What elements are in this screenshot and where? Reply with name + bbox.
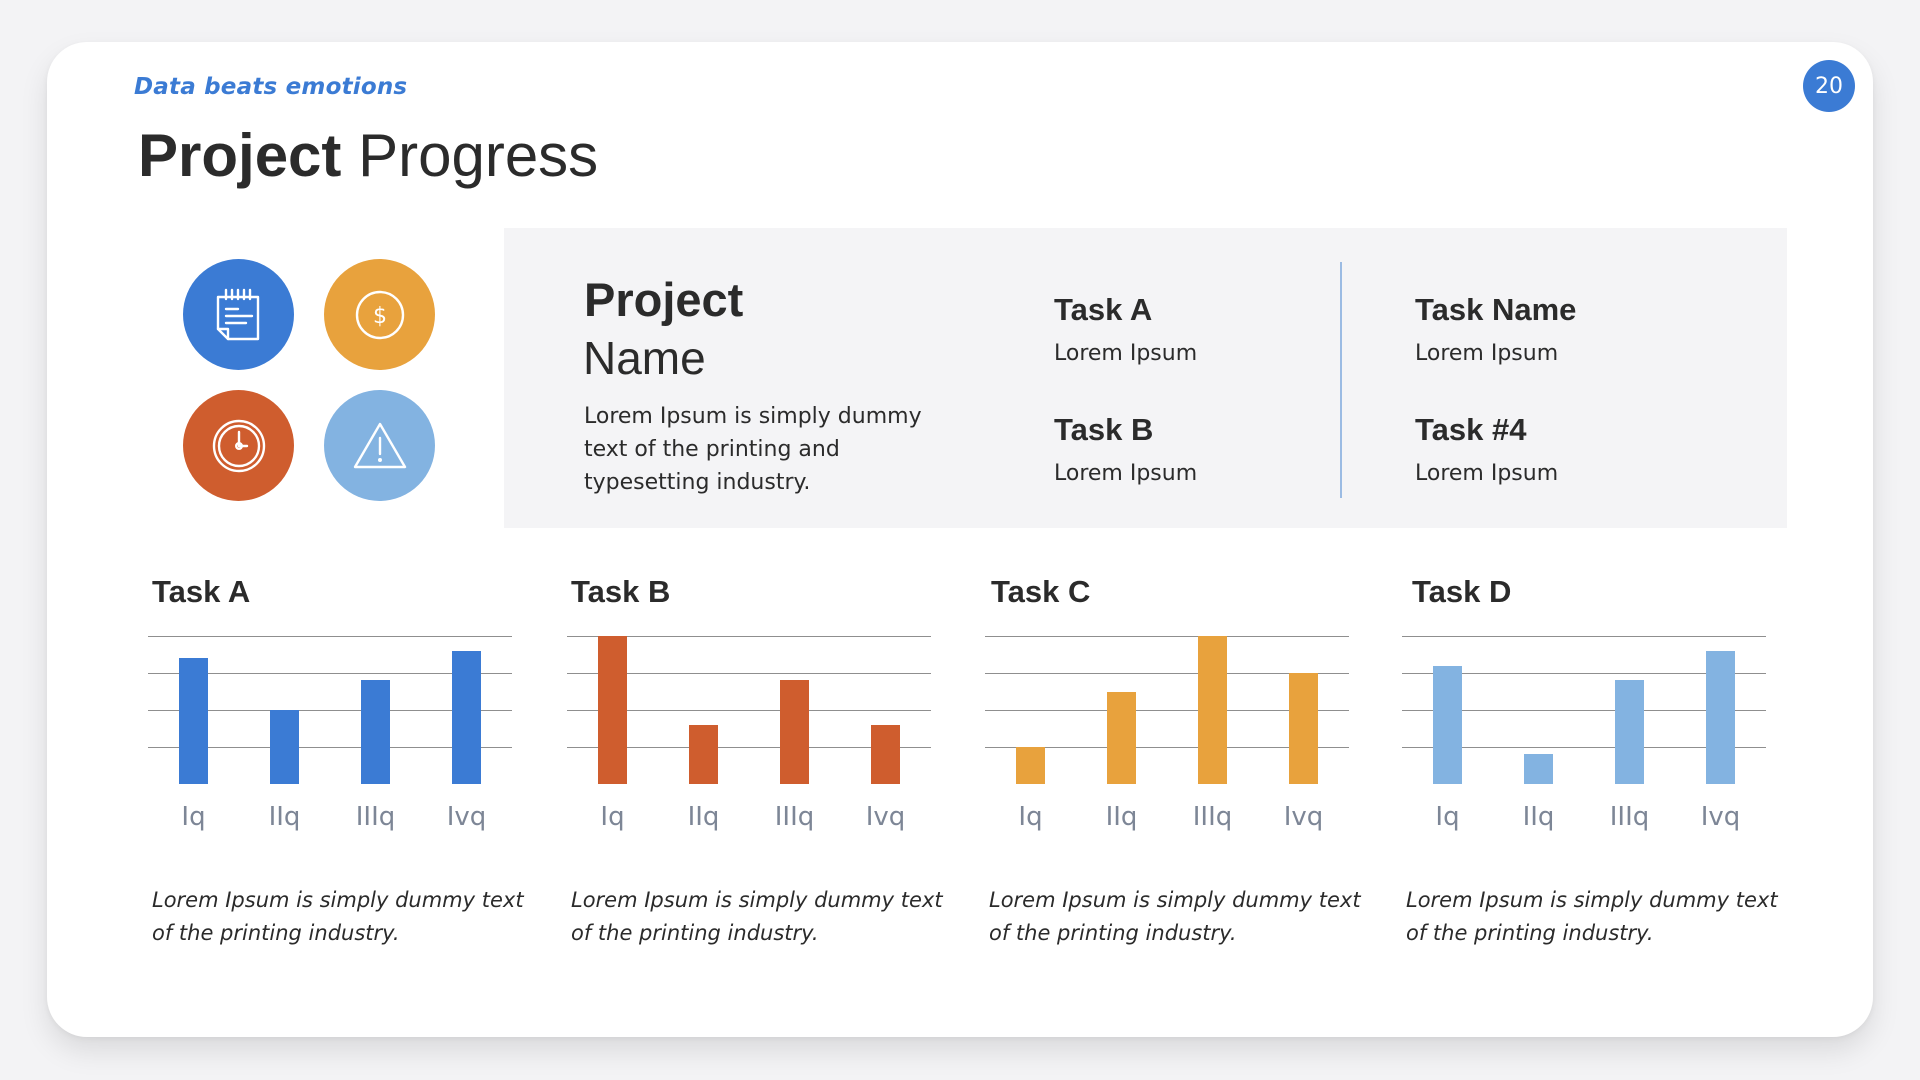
bar-chart-task-b: Task B Lorem Ipsum is simply dummy text … <box>567 574 943 956</box>
chart-x-label: Ivq <box>1700 802 1741 832</box>
chart-gridline <box>567 747 931 748</box>
dollar-coin-icon-circle: $ <box>324 259 435 370</box>
chart-bar <box>361 680 390 784</box>
chart-caption: Lorem Ipsum is simply dummy text of the … <box>571 888 943 945</box>
chart-bar <box>1289 673 1318 784</box>
chart-bar <box>1198 636 1227 784</box>
task-summary-value: Lorem Ipsum <box>1054 341 1198 366</box>
chart-gridline <box>985 710 1349 711</box>
chart-gridline <box>148 747 512 748</box>
task-summary-name: Task #4 <box>1415 412 1527 447</box>
chart-gridline <box>148 710 512 711</box>
task-summary-value: Lorem Ipsum <box>1415 461 1559 486</box>
chart-gridline <box>1402 673 1766 674</box>
slide-card <box>47 42 1873 1037</box>
chart-bar <box>598 636 627 784</box>
chart-x-label: IIq <box>687 802 720 832</box>
warning-icon-circle <box>324 390 435 501</box>
chart-gridline <box>148 673 512 674</box>
chart-gridline <box>1402 747 1766 748</box>
chart-bar <box>1016 747 1045 784</box>
task-summary-item: Task Name Lorem Ipsum <box>1415 294 1576 365</box>
chart-gridline <box>985 673 1349 674</box>
chart-x-label: IIq <box>1105 802 1138 832</box>
project-title-bold: Project <box>584 273 744 326</box>
project-description: Lorem Ipsum is simply dummy text of the … <box>584 404 922 495</box>
chart-plot-area <box>567 636 931 784</box>
chart-bar <box>871 724 900 784</box>
task-summary-item: Task A Lorem Ipsum <box>1054 294 1197 365</box>
chart-bar <box>452 650 481 784</box>
page-title: Project Progress <box>138 126 598 186</box>
notepad-icon <box>216 288 259 340</box>
panel-divider <box>1340 262 1342 498</box>
task-summary-name: Task A <box>1054 292 1153 327</box>
project-info-panel <box>504 228 1787 528</box>
chart-bar <box>1615 680 1644 784</box>
chart-bar <box>1524 754 1553 784</box>
chart-x-label: Ivq <box>1283 802 1324 832</box>
chart-plot-area <box>1402 636 1766 784</box>
chart-x-label: IIq <box>268 802 301 832</box>
page-title-bold: Project <box>138 122 342 189</box>
chart-bar <box>1706 650 1735 784</box>
dollar-coin-icon: $ <box>355 290 404 339</box>
chart-x-label: IIIq <box>1192 802 1233 832</box>
chart-title: Task B <box>571 574 671 609</box>
warning-icon <box>353 422 406 468</box>
chart-x-label: Ivq <box>446 802 487 832</box>
chart-x-label: IIIq <box>1609 802 1650 832</box>
slide-kicker: Data beats emotions <box>134 74 408 100</box>
chart-gridline <box>985 747 1349 748</box>
chart-caption: Lorem Ipsum is simply dummy text of the … <box>1406 888 1778 945</box>
chart-plot-area <box>985 636 1349 784</box>
chart-bar <box>179 658 208 784</box>
task-summary-value: Lorem Ipsum <box>1415 341 1559 366</box>
chart-gridline <box>567 673 931 674</box>
chart-gridline <box>1402 710 1766 711</box>
chart-x-label: Iq <box>181 802 206 832</box>
chart-bar <box>270 710 299 784</box>
bar-chart-task-c: Task C Lorem Ipsum is simply dummy text … <box>985 574 1361 956</box>
clock-icon-circle <box>183 390 294 501</box>
notepad-icon-circle <box>183 259 294 370</box>
chart-gridline <box>148 636 512 637</box>
svg-text:$: $ <box>373 304 387 329</box>
task-summary-item: Task B Lorem Ipsum <box>1054 414 1197 485</box>
chart-bar <box>780 680 809 784</box>
project-title-light: Name <box>583 332 706 384</box>
chart-title: Task A <box>152 574 251 609</box>
chart-caption: Lorem Ipsum is simply dummy text of the … <box>989 888 1361 945</box>
page-title-light: Progress <box>358 122 599 189</box>
chart-x-label: Iq <box>1435 802 1460 832</box>
chart-x-label: IIq <box>1522 802 1555 832</box>
chart-bar <box>689 724 718 784</box>
chart-x-label: Iq <box>1018 802 1043 832</box>
clock-icon <box>212 419 265 472</box>
chart-caption: Lorem Ipsum is simply dummy text of the … <box>152 888 524 945</box>
chart-title: Task C <box>991 574 1091 609</box>
chart-plot-area <box>148 636 512 784</box>
chart-title: Task D <box>1412 574 1512 609</box>
chart-x-label: IIIq <box>774 802 815 832</box>
task-summary-value: Lorem Ipsum <box>1054 461 1198 486</box>
chart-x-label: Ivq <box>865 802 906 832</box>
task-summary-name: Task Name <box>1415 292 1577 327</box>
bar-chart-task-a: Task A Lorem Ipsum is simply dummy text … <box>148 574 524 956</box>
chart-x-label: IIIq <box>355 802 396 832</box>
chart-gridline <box>567 636 931 637</box>
chart-bar <box>1433 665 1462 784</box>
task-summary-name: Task B <box>1054 412 1154 447</box>
bar-chart-task-d: Task D Lorem Ipsum is simply dummy text … <box>1402 574 1778 956</box>
task-summary-item: Task #4 Lorem Ipsum <box>1415 414 1558 485</box>
chart-gridline <box>1402 636 1766 637</box>
chart-x-label: Iq <box>600 802 625 832</box>
chart-gridline <box>567 710 931 711</box>
page-number-badge: 20 <box>1803 60 1855 112</box>
chart-gridline <box>985 636 1349 637</box>
chart-bar <box>1107 691 1136 784</box>
